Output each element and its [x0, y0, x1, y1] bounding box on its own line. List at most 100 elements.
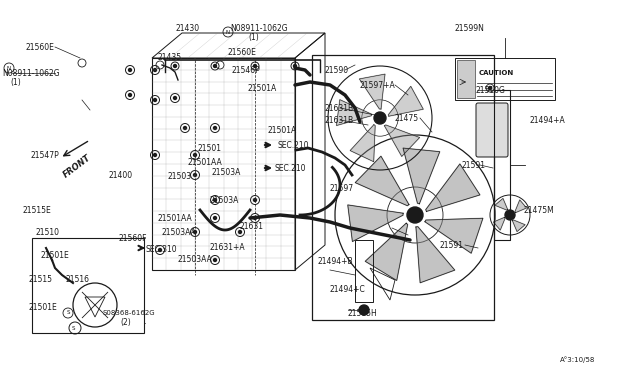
Text: 21430: 21430 [175, 23, 199, 32]
Text: CAUTION: CAUTION [479, 70, 515, 76]
Polygon shape [416, 227, 455, 283]
Text: 21503A: 21503A [210, 196, 239, 205]
Bar [355, 240, 373, 302]
Text: SEC.310: SEC.310 [145, 246, 177, 254]
Circle shape [359, 305, 369, 315]
Text: 21515H: 21515H [348, 310, 378, 318]
Text: 21501A: 21501A [268, 125, 297, 135]
Text: 21510G: 21510G [476, 86, 506, 94]
Text: SEC.210: SEC.210 [278, 141, 310, 150]
Text: N08911-1062G: N08911-1062G [230, 23, 287, 32]
Text: (1): (1) [10, 77, 20, 87]
Circle shape [214, 199, 216, 202]
Text: 21501A: 21501A [248, 83, 277, 93]
Circle shape [239, 231, 241, 234]
Text: 21560F: 21560F [118, 234, 147, 243]
Circle shape [193, 154, 196, 157]
Bar [32, 238, 144, 333]
Circle shape [154, 68, 157, 71]
Text: 21590: 21590 [325, 65, 349, 74]
Text: 21560E: 21560E [25, 42, 54, 51]
Polygon shape [426, 164, 480, 211]
Text: 21597+A: 21597+A [360, 80, 396, 90]
Text: 21515E: 21515E [22, 205, 51, 215]
Text: (2): (2) [120, 317, 131, 327]
Text: A°3:10/58: A°3:10/58 [559, 357, 595, 363]
Text: 21546P: 21546P [232, 65, 260, 74]
Text: SEC.210: SEC.210 [275, 164, 307, 173]
Circle shape [193, 173, 196, 176]
Bar [152, 58, 295, 270]
Text: 21591: 21591 [440, 241, 464, 250]
Polygon shape [515, 200, 527, 213]
Circle shape [129, 93, 131, 96]
Text: 21631+A: 21631+A [210, 244, 246, 253]
Bar [457, 60, 475, 98]
Text: 21591: 21591 [462, 160, 486, 170]
Circle shape [129, 68, 131, 71]
Polygon shape [425, 218, 483, 253]
Text: 21503: 21503 [168, 171, 192, 180]
Circle shape [374, 112, 386, 124]
Text: S: S [71, 326, 75, 330]
Circle shape [488, 87, 492, 90]
Text: 21435: 21435 [158, 52, 182, 61]
Circle shape [173, 96, 177, 99]
Text: 21501E: 21501E [28, 304, 57, 312]
Circle shape [214, 126, 216, 129]
Text: (1): (1) [248, 32, 259, 42]
Text: 21547P: 21547P [30, 151, 59, 160]
Circle shape [154, 99, 157, 102]
Bar [455, 58, 555, 100]
Text: 21475: 21475 [395, 113, 419, 122]
Polygon shape [493, 217, 505, 230]
Circle shape [159, 248, 161, 251]
Text: 21631B: 21631B [325, 115, 354, 125]
Polygon shape [365, 223, 408, 280]
Polygon shape [350, 125, 375, 162]
Text: 21475M: 21475M [524, 205, 555, 215]
Circle shape [253, 217, 257, 219]
Text: 21400: 21400 [108, 170, 132, 180]
Polygon shape [337, 100, 372, 126]
Circle shape [214, 259, 216, 262]
Circle shape [173, 64, 177, 67]
Text: 21494+C: 21494+C [330, 285, 365, 295]
Polygon shape [388, 86, 423, 116]
Circle shape [294, 64, 296, 67]
Text: FRONT: FRONT [62, 154, 93, 180]
Circle shape [505, 210, 515, 220]
Text: 21631: 21631 [240, 221, 264, 231]
Text: 21501AA: 21501AA [158, 214, 193, 222]
Text: 21510: 21510 [35, 228, 59, 237]
Circle shape [407, 207, 423, 223]
Text: 21503AA: 21503AA [178, 256, 213, 264]
Text: 21597: 21597 [330, 183, 354, 192]
Text: 21501E: 21501E [40, 250, 68, 260]
Text: S: S [67, 311, 70, 315]
Circle shape [253, 64, 257, 67]
Circle shape [193, 231, 196, 234]
Circle shape [154, 154, 157, 157]
Text: 21515: 21515 [28, 276, 52, 285]
Text: 21503AA: 21503AA [162, 228, 197, 237]
FancyBboxPatch shape [476, 103, 508, 157]
Circle shape [214, 217, 216, 219]
Text: 21501: 21501 [198, 144, 222, 153]
Text: 21494+A: 21494+A [530, 115, 566, 125]
Polygon shape [513, 220, 525, 232]
Text: N08911-1062G: N08911-1062G [2, 68, 60, 77]
Text: N: N [226, 29, 230, 35]
Text: N: N [7, 65, 11, 71]
Text: 21560E: 21560E [228, 48, 257, 57]
Text: 21631B: 21631B [325, 103, 354, 112]
Text: 21599N: 21599N [455, 23, 485, 32]
Circle shape [184, 126, 186, 129]
Polygon shape [355, 156, 409, 206]
Text: S08368-6162G: S08368-6162G [102, 310, 155, 316]
Polygon shape [495, 198, 508, 210]
Circle shape [253, 199, 257, 202]
Text: 21501AA: 21501AA [188, 157, 223, 167]
Bar [312, 55, 494, 320]
Polygon shape [348, 205, 403, 241]
